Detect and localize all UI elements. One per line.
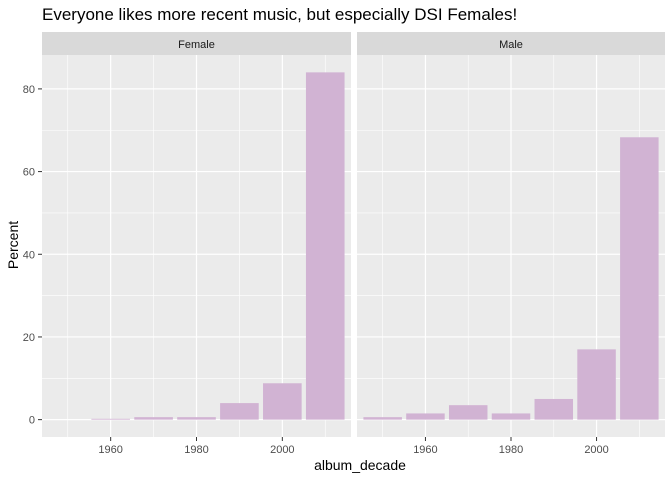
bar-male-2010 bbox=[620, 137, 659, 420]
y-tick-label: 0 bbox=[29, 415, 35, 427]
y-axis: 0 20 40 60 80 bbox=[23, 84, 42, 427]
x-tick-label: 1960 bbox=[413, 444, 437, 456]
bar-male-1990 bbox=[534, 398, 574, 420]
facet-strip-label: Female bbox=[178, 39, 215, 51]
bar-female-2000 bbox=[263, 383, 302, 420]
facet-strip bbox=[357, 32, 665, 55]
y-tick-label: 20 bbox=[23, 332, 35, 344]
y-tick-label: 60 bbox=[23, 167, 35, 179]
chart-title: Everyone likes more recent music, but es… bbox=[42, 5, 517, 24]
facet-panel-male: Male 1960 1980 2000 bbox=[357, 32, 665, 456]
x-tick-label: 2000 bbox=[270, 444, 294, 456]
x-tick-label: 1980 bbox=[499, 444, 523, 456]
x-tick-label: 1980 bbox=[184, 444, 208, 456]
bar-male-1980 bbox=[491, 413, 531, 420]
bar-male-2000 bbox=[577, 349, 616, 420]
bar-female-1970 bbox=[134, 417, 173, 420]
y-axis-title: Percent bbox=[5, 221, 21, 269]
bar-female-1980 bbox=[177, 417, 216, 420]
bar-female-1960 bbox=[91, 418, 130, 420]
bar-male-1970 bbox=[448, 405, 488, 420]
x-axis-title: album_decade bbox=[314, 457, 406, 473]
bar-male-1950 bbox=[363, 417, 402, 420]
y-tick-label: 80 bbox=[23, 84, 35, 96]
bar-female-2010 bbox=[305, 72, 345, 420]
x-tick-label: 1960 bbox=[98, 444, 122, 456]
facet-strip-label: Male bbox=[499, 39, 523, 51]
facet-panel-female: Female 1960 1980 2000 bbox=[42, 32, 351, 456]
bar-female-1990 bbox=[220, 403, 259, 420]
x-tick-label: 2000 bbox=[584, 444, 608, 456]
y-tick-label: 40 bbox=[23, 249, 35, 261]
facet-strip bbox=[42, 32, 351, 55]
bar-male-1960 bbox=[406, 413, 445, 420]
facet-panels: Female 1960 1980 2000 Male 1960 1980 2000 bbox=[42, 32, 665, 456]
